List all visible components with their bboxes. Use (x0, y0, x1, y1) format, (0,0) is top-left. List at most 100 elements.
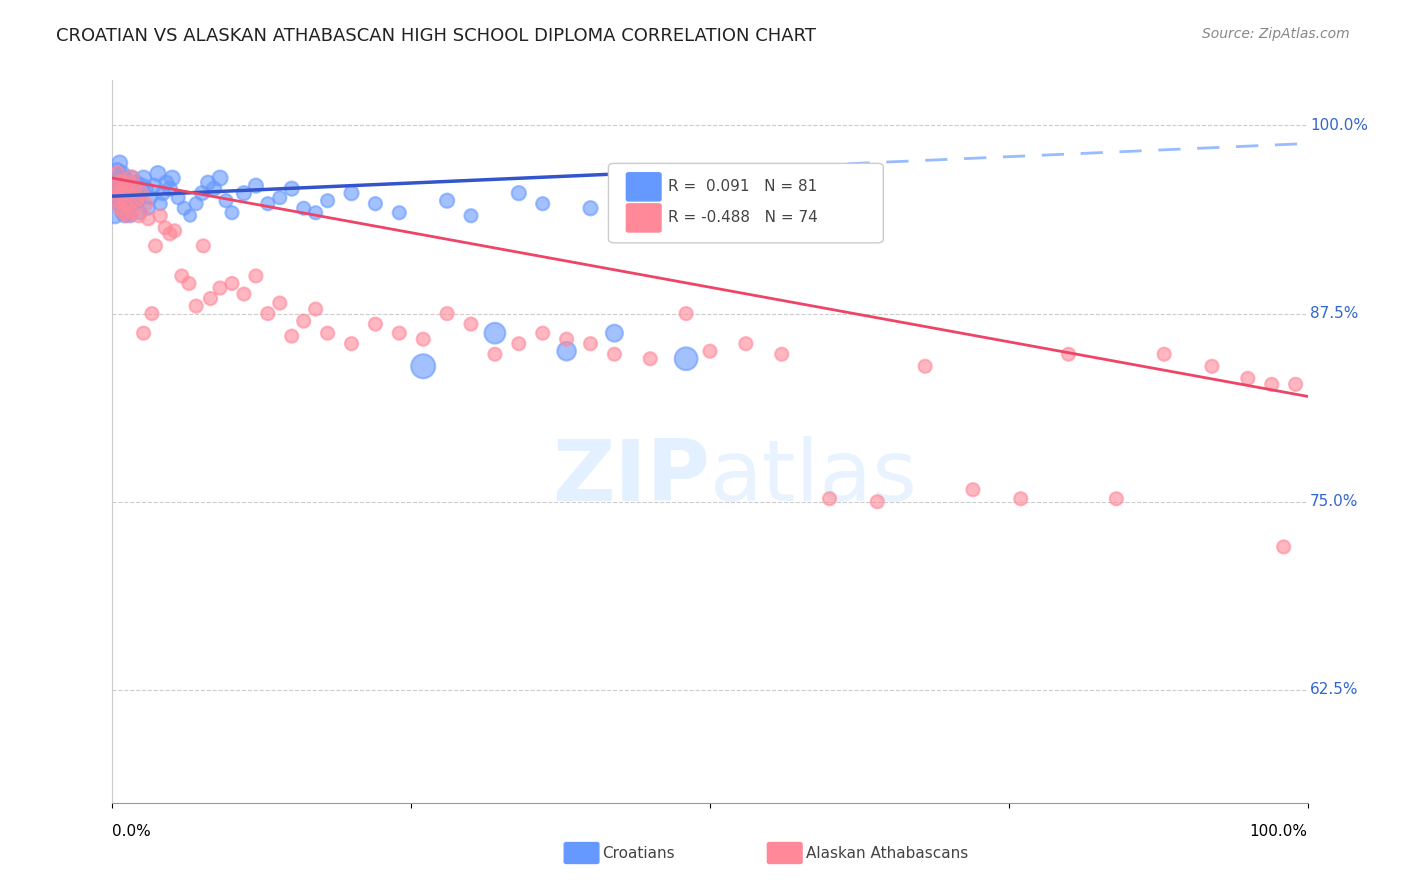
Point (118, 176, 141, 190)
FancyBboxPatch shape (627, 173, 661, 201)
FancyBboxPatch shape (564, 843, 599, 863)
Point (305, 206, 328, 220)
Point (110, 176, 132, 190)
Point (388, 206, 411, 220)
Point (1272, 540, 1295, 554)
Point (122, 182, 145, 196)
Point (105, 178, 128, 193)
Point (269, 296, 291, 310)
Point (121, 206, 143, 220)
Point (114, 194, 135, 208)
Point (132, 171, 155, 186)
Point (914, 359, 936, 374)
Point (818, 491, 841, 506)
Point (159, 227, 181, 241)
Point (177, 277, 200, 291)
Point (121, 171, 143, 186)
Text: R =  0.091   N = 81: R = 0.091 N = 81 (668, 179, 817, 194)
Point (112, 206, 135, 220)
Point (1285, 377, 1308, 392)
Point (118, 182, 141, 196)
Point (962, 483, 984, 497)
Point (603, 347, 626, 361)
Point (269, 191, 291, 205)
Point (108, 178, 131, 193)
Point (233, 287, 256, 301)
Point (121, 178, 143, 193)
Point (316, 326, 339, 341)
Point (107, 182, 129, 196)
Point (170, 268, 193, 283)
Point (193, 239, 215, 253)
Point (316, 194, 339, 208)
Point (292, 314, 315, 328)
Point (129, 206, 152, 220)
Point (105, 186, 128, 201)
Point (508, 186, 530, 201)
Point (111, 186, 134, 201)
Text: 87.5%: 87.5% (1310, 306, 1358, 321)
Point (364, 317, 387, 331)
Point (135, 196, 157, 211)
Point (110, 176, 132, 190)
Point (114, 186, 136, 201)
Point (340, 186, 363, 201)
FancyBboxPatch shape (609, 163, 883, 243)
Point (579, 201, 602, 215)
Point (153, 220, 176, 235)
Point (173, 201, 195, 215)
Point (127, 182, 149, 196)
Point (221, 206, 243, 220)
Point (233, 186, 256, 201)
Point (1237, 371, 1260, 385)
Text: 100.0%: 100.0% (1310, 118, 1368, 133)
Point (104, 178, 127, 193)
Point (436, 307, 458, 321)
Point (115, 209, 138, 223)
Point (107, 191, 129, 205)
Point (120, 196, 142, 211)
Point (111, 206, 134, 220)
Point (108, 201, 131, 215)
Point (221, 277, 243, 291)
Point (436, 194, 458, 208)
Point (114, 171, 135, 186)
Point (412, 332, 434, 346)
Point (257, 307, 280, 321)
Point (105, 167, 128, 181)
Point (167, 191, 190, 205)
Point (141, 307, 163, 321)
Point (131, 178, 153, 193)
Point (115, 196, 138, 211)
Point (108, 156, 131, 170)
Point (128, 194, 150, 208)
Point (460, 209, 482, 223)
Point (579, 336, 602, 351)
Point (209, 281, 232, 295)
Point (603, 326, 626, 341)
Point (110, 186, 132, 201)
Point (163, 224, 186, 238)
Point (125, 194, 148, 208)
Text: 100.0%: 100.0% (1250, 824, 1308, 839)
FancyBboxPatch shape (627, 204, 661, 232)
Point (122, 196, 145, 211)
Point (105, 163, 128, 178)
Text: 75.0%: 75.0% (1310, 494, 1358, 509)
Point (1105, 491, 1128, 506)
Text: 0.0%: 0.0% (112, 824, 152, 839)
Point (149, 209, 172, 223)
Text: atlas: atlas (710, 436, 918, 519)
Point (770, 347, 793, 361)
Point (155, 176, 177, 190)
Point (124, 186, 146, 201)
Point (866, 495, 889, 509)
Point (1153, 347, 1175, 361)
Point (111, 167, 134, 181)
Point (555, 344, 578, 359)
Point (200, 292, 222, 306)
Point (114, 182, 135, 196)
Text: Croatians: Croatians (603, 846, 675, 861)
Point (114, 178, 136, 193)
Text: Source: ZipAtlas.com: Source: ZipAtlas.com (1202, 27, 1350, 41)
